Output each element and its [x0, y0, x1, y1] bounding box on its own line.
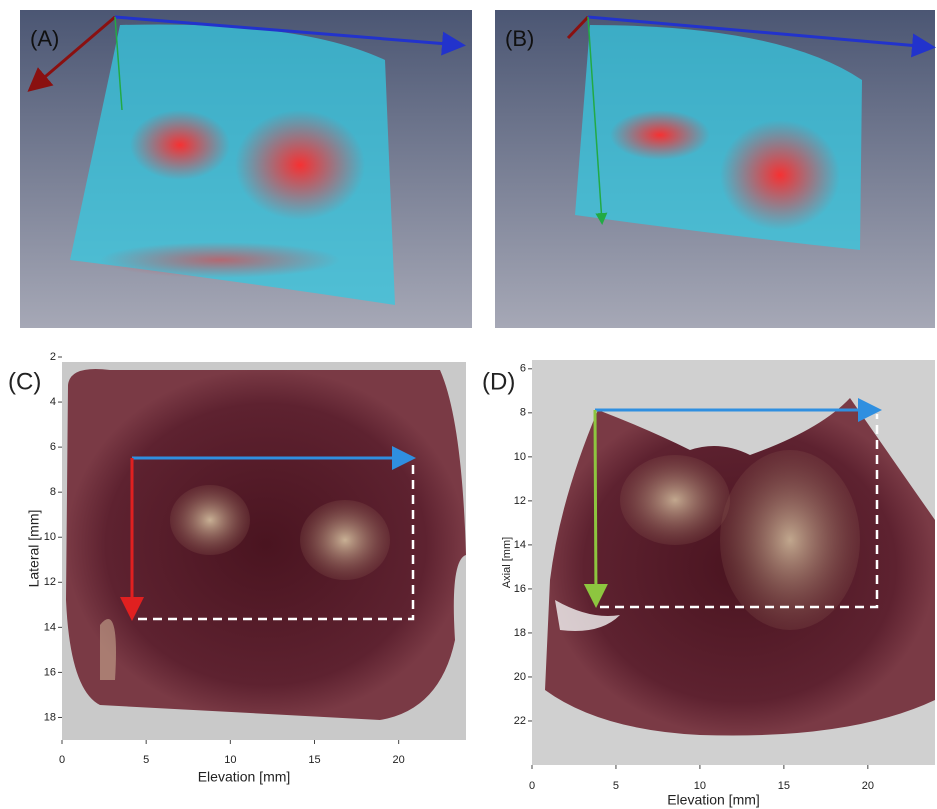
y-tick-label: 12: [514, 495, 526, 507]
panel-b: (B): [495, 10, 935, 328]
y-tick-label: 2: [50, 351, 56, 363]
x-tick-label: 5: [143, 754, 149, 766]
y-tick-label: 18: [514, 627, 526, 639]
x-tick-label: 0: [529, 780, 535, 792]
x-tick-label: 15: [308, 754, 320, 766]
y-axis-title: Lateral [mm]: [26, 510, 42, 588]
x-tick-label: 20: [862, 780, 874, 792]
x-axis-title: Elevation [mm]: [198, 769, 291, 785]
y-tick-label: 8: [520, 407, 526, 419]
x-tick-label: 10: [694, 780, 706, 792]
y-tick-label: 8: [50, 486, 56, 498]
panel-label: (A): [30, 26, 59, 51]
x-tick-label: 20: [393, 754, 405, 766]
y-tick-label: 14: [514, 539, 526, 551]
y-tick-label: 6: [50, 441, 56, 453]
y-tick-label: 16: [44, 666, 56, 678]
figure: (A) (B) (C) (D) 0 5 10 15 20 2 4 6 8 10 12 14 16 18 El…: [0, 0, 937, 809]
y-tick-label: 10: [44, 531, 56, 543]
page: (A) (B) (C) (D) 0 5 10 15 20 2 4 6 8 10 12 14 16 18 El…: [0, 0, 937, 809]
x-tick-label: 15: [778, 780, 790, 792]
y-tick-label: 22: [514, 715, 526, 727]
y-axis-title: Axial [mm]: [501, 537, 513, 588]
y-tick-label: 6: [520, 363, 526, 375]
x-axis-title: Elevation [mm]: [667, 792, 760, 808]
y-tick-label: 16: [514, 583, 526, 595]
panel-label: (B): [505, 26, 534, 51]
y-tick-label: 4: [50, 396, 56, 408]
y-tick-label: 18: [44, 711, 56, 723]
x-tick-label: 5: [613, 780, 619, 792]
y-tick-label: 20: [514, 671, 526, 683]
x-tick-label: 0: [59, 754, 65, 766]
y-tick-label: 10: [514, 451, 526, 463]
panel-d-photo: [532, 360, 935, 765]
panel-label: (D): [482, 368, 515, 395]
y-tick-label: 14: [44, 621, 56, 633]
panel-label: (C): [8, 368, 41, 395]
y-tick-label: 12: [44, 576, 56, 588]
x-tick-label: 10: [224, 754, 236, 766]
panel-a: (A): [20, 10, 472, 328]
panel-c-photo: [62, 362, 466, 740]
